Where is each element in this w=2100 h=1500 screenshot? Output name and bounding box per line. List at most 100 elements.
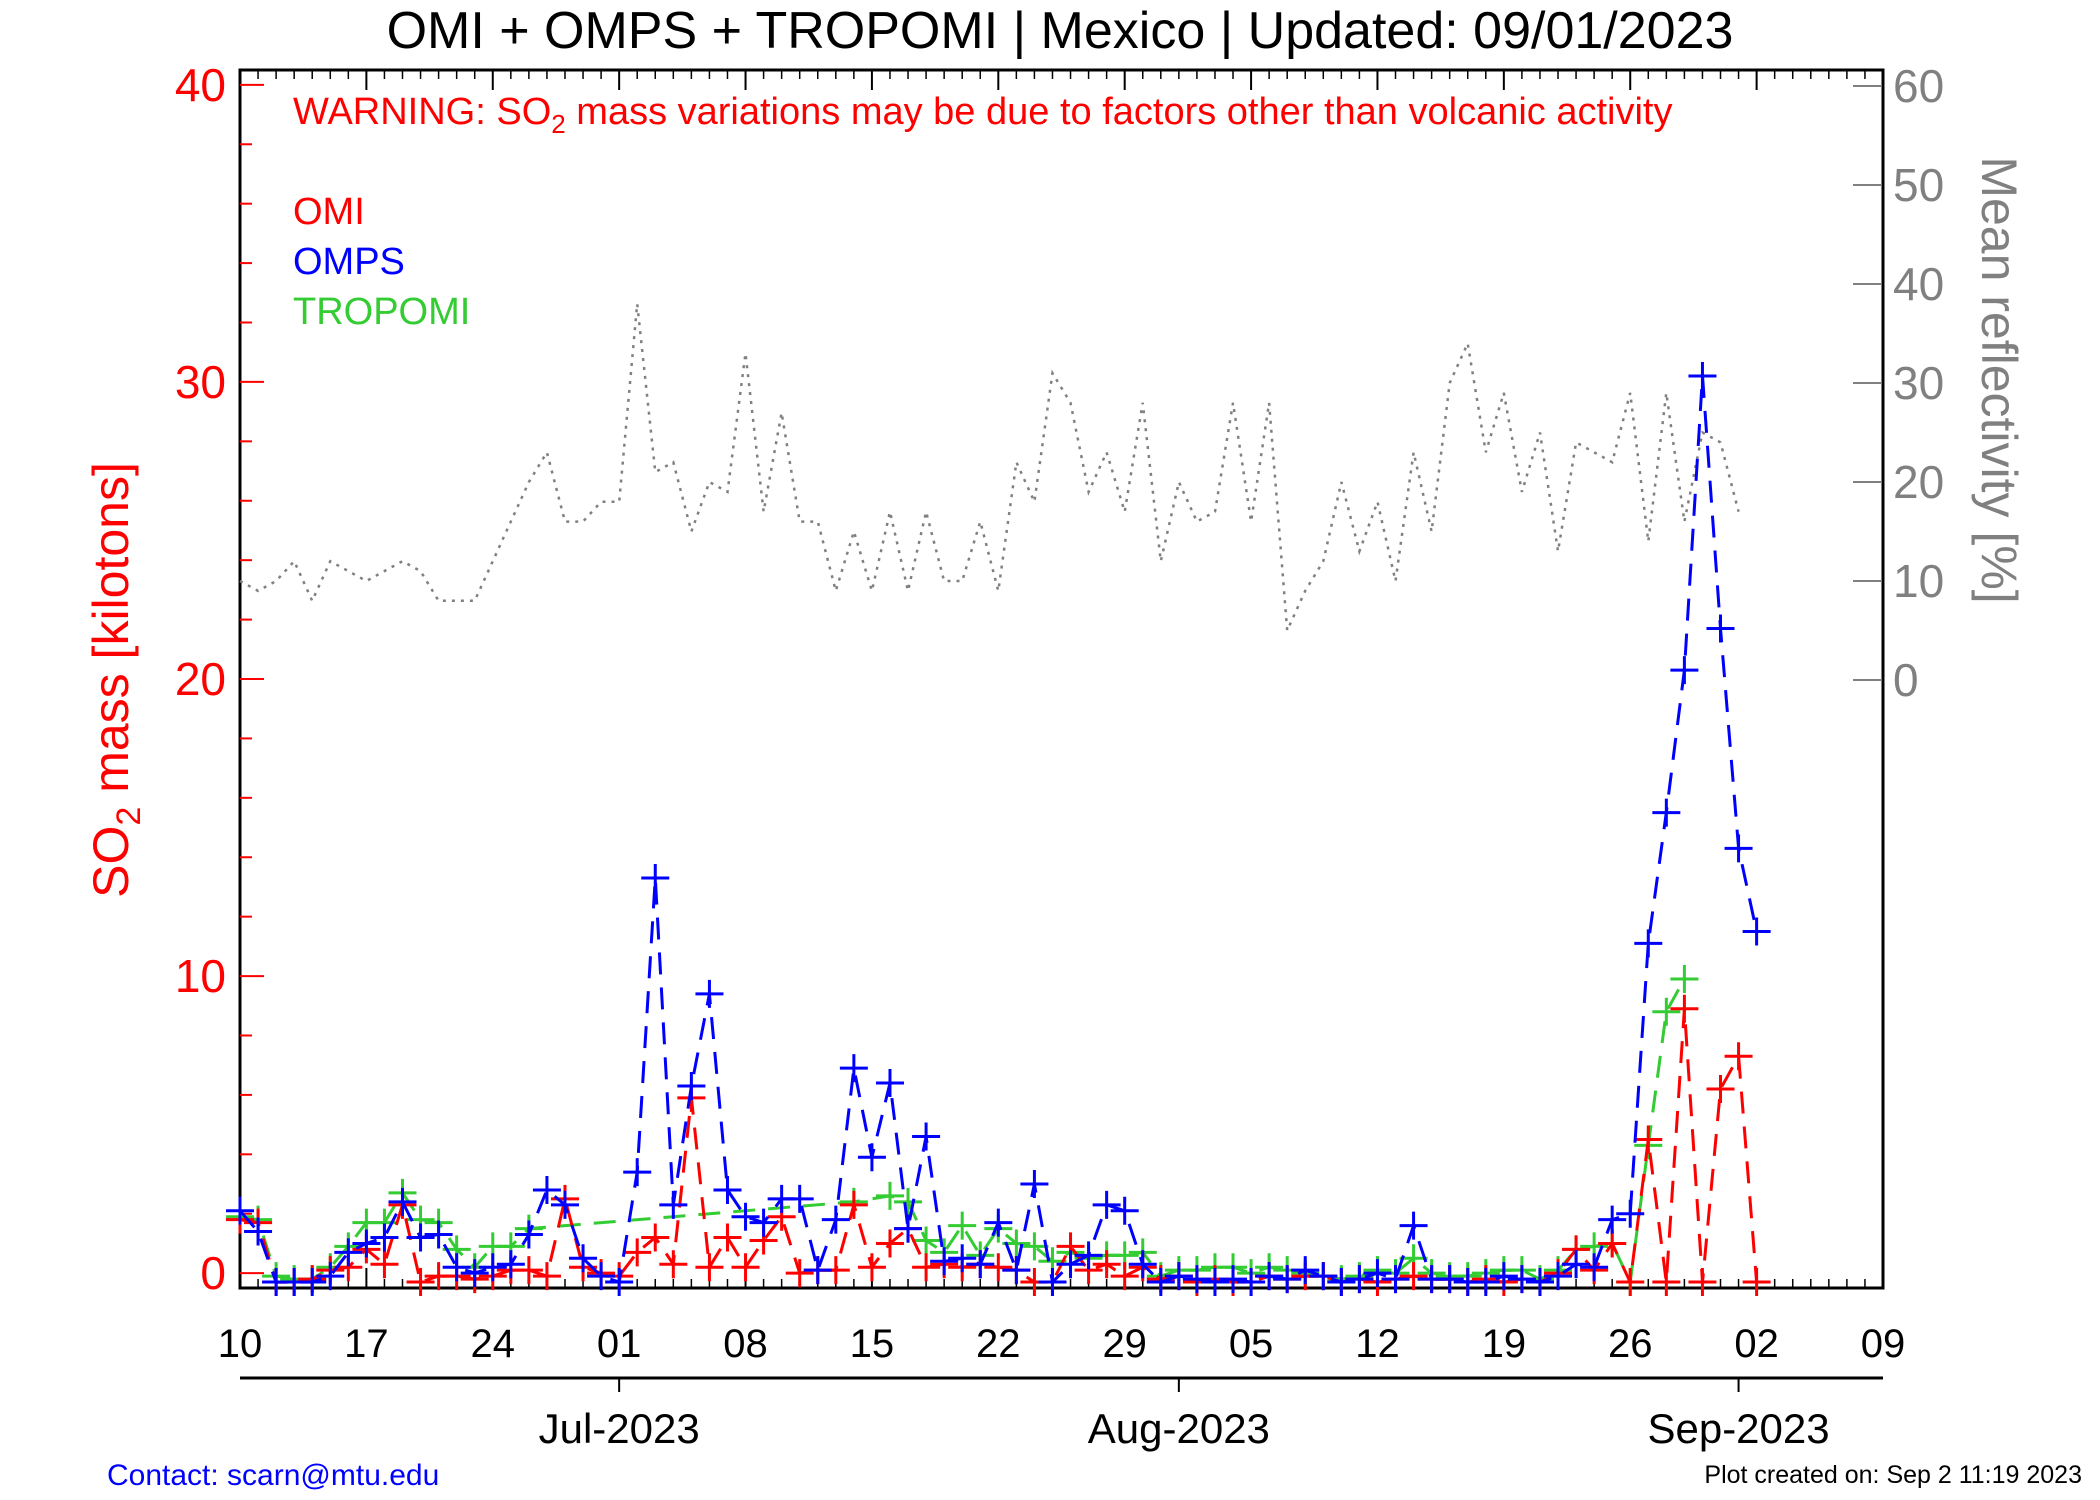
data-point	[912, 1226, 941, 1255]
data-point	[1724, 834, 1753, 863]
data-point	[894, 1187, 923, 1216]
data-point	[984, 1208, 1013, 1237]
data-point	[785, 1184, 814, 1213]
legend-tropomi: TROPOMI	[293, 291, 470, 333]
series-line	[239, 303, 1740, 636]
data-point	[1020, 1170, 1049, 1199]
created-timestamp: Plot created on: Sep 2 11:19 2023	[1704, 1461, 2082, 1489]
data-point	[1056, 1250, 1085, 1279]
data-point	[605, 1268, 634, 1297]
data-point	[1110, 1262, 1139, 1291]
left-tick-label: 0	[200, 1247, 226, 1299]
month-label: Sep-2023	[1647, 1405, 1829, 1452]
data-point	[1598, 1229, 1627, 1258]
data-point	[731, 1202, 760, 1231]
data-point	[1164, 1262, 1193, 1291]
data-point	[1688, 361, 1717, 390]
data-point	[1309, 1262, 1338, 1291]
data-point	[460, 1259, 489, 1288]
series-layer	[226, 303, 1771, 1297]
data-point	[1092, 1190, 1121, 1219]
data-point	[1525, 1268, 1554, 1297]
data-point	[623, 1238, 652, 1267]
data-point	[803, 1256, 832, 1285]
data-point	[424, 1220, 453, 1249]
data-point	[1399, 1262, 1428, 1291]
x-tick-label: 12	[1355, 1322, 1400, 1366]
data-point	[1002, 1256, 1031, 1285]
left-tick-label: 10	[175, 950, 226, 1002]
right-tick-label: 0	[1893, 654, 1919, 706]
data-point	[677, 1071, 706, 1100]
data-point	[514, 1256, 543, 1285]
x-tick-label: 17	[344, 1322, 389, 1366]
right-tick-label: 20	[1893, 456, 1944, 508]
contact-link[interactable]: Contact: scarn@mtu.edu	[107, 1459, 439, 1492]
data-point	[1507, 1265, 1536, 1294]
data-point	[641, 864, 670, 893]
x-tick-label: 02	[1734, 1322, 1779, 1366]
data-point	[966, 1250, 995, 1279]
data-point	[478, 1253, 507, 1282]
data-point	[1742, 917, 1771, 946]
data-point	[1652, 997, 1681, 1026]
series-omps	[226, 361, 1771, 1297]
legend-omi: OMI	[293, 191, 365, 233]
data-point	[1634, 1125, 1663, 1154]
data-point	[875, 1229, 904, 1258]
data-point	[839, 1190, 868, 1219]
chart-title: OMI + OMPS + TROPOMI | Mexico | Updated:…	[387, 2, 1734, 60]
left-tick-label: 30	[175, 356, 226, 408]
data-point	[1363, 1259, 1392, 1288]
data-point	[1634, 929, 1663, 958]
data-point	[857, 1143, 886, 1172]
x-tick-label: 09	[1861, 1322, 1906, 1366]
data-point	[1670, 656, 1699, 685]
x-tick-label: 01	[597, 1322, 642, 1366]
data-point	[713, 1175, 742, 1204]
data-point	[244, 1217, 273, 1246]
data-point	[406, 1223, 435, 1252]
data-point	[1399, 1211, 1428, 1240]
data-point	[1598, 1205, 1627, 1234]
data-point	[749, 1208, 778, 1237]
data-point	[1219, 1265, 1248, 1294]
data-point	[1562, 1250, 1591, 1279]
x-tick-label: 26	[1608, 1322, 1653, 1366]
data-point	[1092, 1250, 1121, 1279]
data-point	[406, 1268, 435, 1297]
x-tick-label: 24	[471, 1322, 516, 1366]
right-tick-label: 60	[1893, 60, 1944, 112]
left-axis-ticks: 0 10 20 30 40	[175, 59, 264, 1299]
data-point	[1020, 1232, 1049, 1261]
x-tick-label: 15	[850, 1322, 895, 1366]
x-tick-label: 10	[218, 1322, 263, 1366]
data-point	[1435, 1265, 1464, 1294]
data-point	[1706, 1074, 1735, 1103]
data-point	[1706, 614, 1735, 643]
data-point	[1670, 994, 1699, 1023]
right-axis-ticks: 0 10 20 30 40 50 60	[1853, 60, 1944, 706]
right-tick-label: 10	[1893, 555, 1944, 607]
data-point	[569, 1244, 598, 1273]
data-point	[370, 1250, 399, 1279]
data-point	[984, 1253, 1013, 1282]
series-line	[238, 375, 1759, 1286]
month-label: Jul-2023	[539, 1405, 700, 1452]
data-point	[1273, 1265, 1302, 1294]
data-point	[1670, 965, 1699, 994]
left-tick-label: 40	[175, 59, 226, 111]
left-tick-label: 20	[175, 653, 226, 705]
data-point	[1327, 1268, 1356, 1297]
data-point	[1291, 1256, 1320, 1285]
data-point	[316, 1262, 345, 1291]
data-point	[641, 1223, 670, 1252]
data-point	[1146, 1268, 1175, 1297]
legend-omps: OMPS	[293, 241, 405, 283]
data-point	[623, 1158, 652, 1187]
data-point	[587, 1262, 616, 1291]
data-point	[1471, 1268, 1500, 1297]
data-point	[514, 1220, 543, 1249]
data-point	[1580, 1253, 1609, 1282]
data-point	[659, 1250, 688, 1279]
